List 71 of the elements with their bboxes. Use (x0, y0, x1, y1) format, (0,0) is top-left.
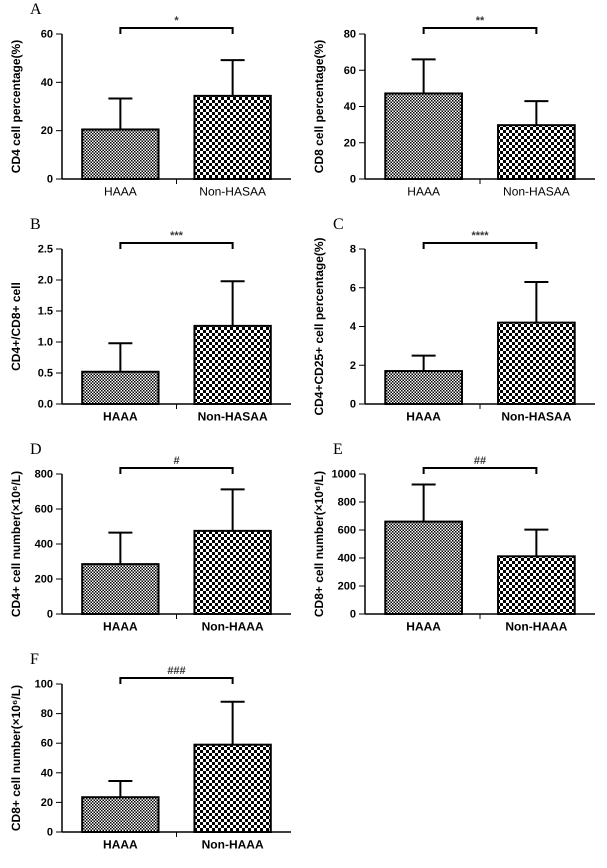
x-tick-label: HAAA (103, 838, 138, 852)
y-tick-label: 0 (46, 826, 53, 839)
y-tick-label: 0.0 (38, 398, 53, 411)
y-tick-label: 400 (338, 552, 356, 565)
y-tick-label: 800 (338, 496, 356, 509)
text: ** (476, 15, 485, 27)
y-tick-label: 60 (40, 738, 53, 750)
y-tick-label: 2 (350, 360, 356, 372)
x-tick-label: HAAA (406, 410, 442, 424)
y-tick-label: 1000 (332, 468, 356, 481)
y-tick-label: 400 (34, 538, 53, 551)
x-tick-label: Non-HASAA (198, 410, 268, 424)
x-tick-label: Non-HASAA (199, 184, 266, 199)
chart-title: D (30, 441, 42, 458)
y-tick-label: 0 (350, 608, 356, 621)
y-tick-label: 2.0 (38, 274, 53, 287)
y-tick-label: 2.5 (38, 244, 53, 256)
y-axis-title: CD4+CD25+ cell percentage(%) (312, 237, 326, 416)
chart-title: B (30, 216, 41, 233)
y-tick-label: 40 (344, 101, 356, 114)
y-axis-title: CD4+ cell number(×10⁶/L) (9, 470, 23, 618)
y-tick-label: 600 (34, 504, 53, 516)
y-tick-label: 40 (40, 767, 53, 780)
x-tick-label: HAAA (104, 184, 137, 199)
y-tick-label: 20 (344, 137, 356, 150)
chart-title: F (30, 651, 39, 668)
y-tick-label: 60 (40, 28, 53, 41)
y-tick-label: 8 (350, 244, 356, 256)
y-tick-label: 0 (350, 398, 356, 411)
text: # (173, 455, 180, 467)
y-tick-label: 100 (34, 678, 53, 691)
y-axis-title: CD8+ cell number(×10⁶/L) (312, 470, 326, 618)
y-axis-title: CD8 cell percentage(%) (312, 40, 326, 174)
x-tick-label: HAAA (406, 620, 442, 634)
y-tick-label: 0 (46, 174, 53, 186)
y-tick-label: 0 (46, 608, 53, 621)
y-axis-title: CD4+/CD8+ cell (9, 282, 23, 371)
y-axis-title: CD4 cell percentage(%) (9, 40, 23, 174)
x-tick-label: Non-HAAA (505, 620, 568, 634)
y-tick-label: 200 (34, 574, 53, 586)
x-tick-label: Non-HAAA (202, 620, 264, 634)
y-tick-label: 800 (34, 468, 53, 481)
y-tick-label: 6 (350, 282, 356, 294)
x-tick-label: Non-HAAA (202, 838, 264, 852)
y-tick-label: 40 (40, 76, 53, 89)
chart-title: E (333, 441, 343, 458)
y-tick-label: 20 (40, 796, 53, 809)
y-tick-label: 60 (344, 64, 356, 77)
x-tick-label: HAAA (407, 184, 440, 199)
y-tick-label: 20 (40, 125, 53, 138)
text: *** (170, 230, 184, 242)
y-tick-label: 1.5 (38, 306, 53, 318)
y-tick-label: 0 (350, 174, 356, 186)
y-tick-label: 600 (338, 524, 356, 537)
y-tick-label: 200 (338, 580, 356, 593)
text: **** (471, 230, 490, 242)
y-tick-label: 1.0 (38, 336, 53, 349)
x-tick-label: HAAA (103, 410, 138, 424)
text: ## (474, 455, 486, 467)
x-tick-label: Non-HASAA (503, 184, 570, 199)
x-tick-label: HAAA (103, 620, 138, 634)
x-tick-label: Non-HASAA (501, 410, 572, 424)
y-tick-label: 80 (40, 708, 53, 720)
y-tick-label: 0.5 (38, 368, 53, 380)
chart-title: A (30, 1, 42, 18)
y-axis-title: CD8+ cell number(×10⁶/L) (9, 684, 23, 832)
y-tick-label: 80 (344, 28, 356, 41)
y-tick-label: 4 (350, 321, 357, 334)
chart-title: C (333, 216, 344, 233)
text: * (174, 15, 180, 27)
text: ### (167, 665, 186, 677)
